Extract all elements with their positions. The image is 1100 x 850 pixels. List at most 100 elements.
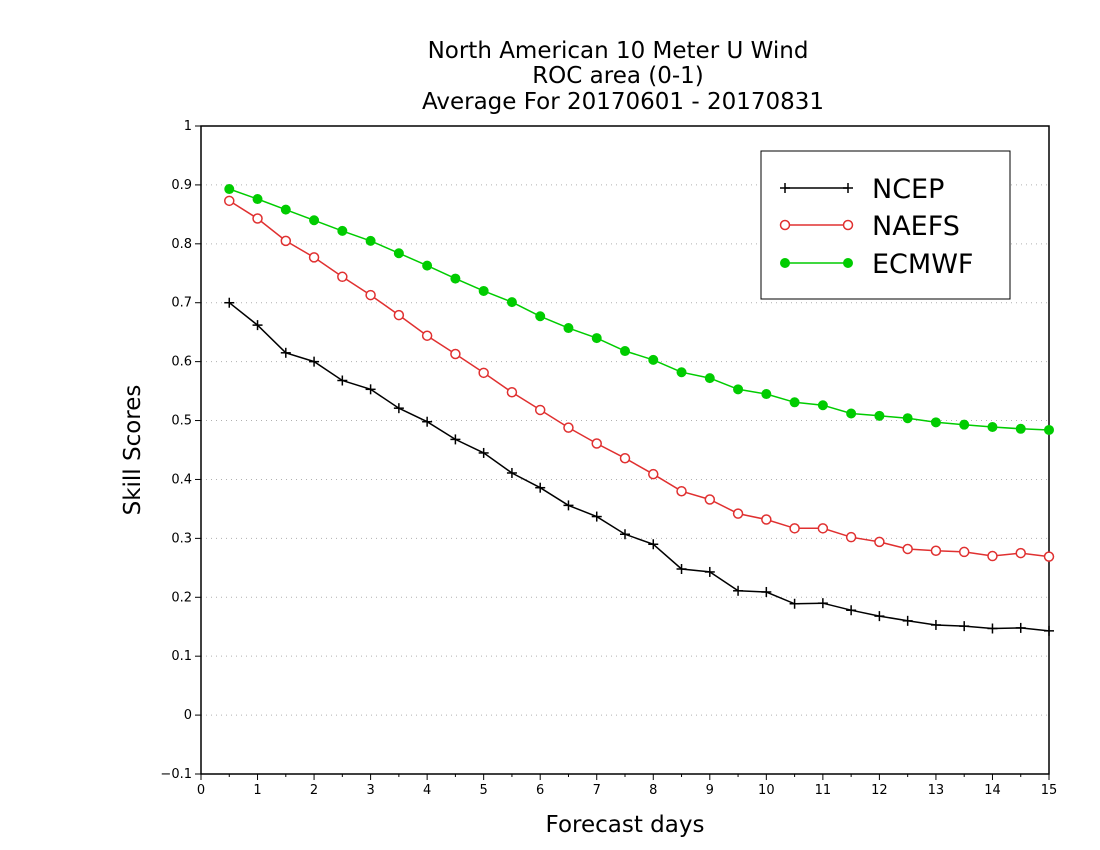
data-point [732, 508, 744, 519]
y-tick-label: 0.8 [171, 237, 192, 252]
data-point [563, 500, 574, 511]
data-point [874, 410, 885, 421]
data-point [337, 375, 348, 386]
data-point [704, 373, 715, 384]
y-tick-label: 0.5 [171, 414, 192, 429]
data-point [620, 529, 630, 540]
chart-title-line-1: North American 10 Meter U Wind [428, 38, 809, 64]
legend-label: NCEP [872, 174, 944, 205]
y-tick-label: 0.2 [171, 590, 192, 605]
data-point [506, 467, 517, 478]
data-point [780, 183, 790, 193]
data-point [846, 605, 857, 616]
data-point [252, 320, 263, 331]
x-tick-label: 12 [871, 783, 888, 798]
data-point [959, 419, 970, 430]
data-point [1015, 622, 1026, 633]
data-point [846, 408, 857, 419]
data-point [817, 400, 828, 411]
data-point [789, 397, 800, 408]
data-point [337, 225, 348, 236]
data-point [843, 183, 853, 193]
data-point [676, 563, 687, 574]
data-point [930, 619, 941, 630]
chart-title-line-3: Average For 20170601 - 20170831 [422, 89, 824, 115]
data-point [780, 258, 790, 268]
data-point [845, 531, 857, 543]
data-point [817, 598, 828, 609]
data-point [535, 482, 546, 493]
x-tick-label: 8 [649, 783, 657, 798]
data-point [309, 215, 320, 226]
data-point [365, 384, 376, 395]
data-point [789, 523, 800, 534]
data-point [224, 184, 235, 195]
y-tick-label: 0.4 [171, 472, 192, 487]
x-tick-label: 13 [928, 783, 945, 798]
series-naefs [224, 195, 1055, 562]
data-point [1043, 551, 1055, 562]
series-ecmwf [224, 184, 1054, 435]
data-point [987, 550, 998, 562]
data-point [930, 545, 942, 556]
x-tick-label: 11 [815, 783, 832, 798]
y-tick-label: 0.9 [171, 178, 192, 193]
legend-item-ecmwf: ECMWF [780, 249, 973, 280]
data-point [252, 213, 263, 224]
data-point [308, 252, 320, 263]
data-point [902, 413, 913, 424]
data-point [421, 330, 433, 341]
data-point [704, 566, 715, 577]
data-point [450, 273, 461, 284]
data-point [224, 195, 235, 207]
x-tick-label: 6 [536, 783, 544, 798]
data-point [733, 384, 744, 395]
legend: NCEP NAEFS ECMWF [760, 150, 1011, 300]
data-point [704, 494, 716, 505]
data-point [930, 417, 941, 428]
y-tick-label: 0.1 [171, 649, 192, 664]
data-point [843, 258, 853, 268]
data-point [280, 235, 292, 247]
y-tick-label: 0.6 [171, 355, 192, 370]
y-axis-label: Skill Scores [120, 385, 146, 516]
x-tick-label: 15 [1041, 783, 1058, 798]
data-point [874, 536, 885, 548]
chart-title-line-2: ROC area (0-1) [532, 63, 704, 89]
data-point [648, 539, 659, 550]
x-tick-label: 7 [593, 783, 601, 798]
data-point [393, 248, 404, 259]
data-point [733, 585, 744, 596]
data-point [478, 447, 489, 458]
axis-ticks: −0.100.10.20.30.40.50.60.70.80.910 1 2 3 4 5 6… [160, 119, 1057, 798]
data-point [676, 367, 687, 378]
x-tick-label: 9 [706, 783, 714, 798]
x-tick-label: 5 [480, 783, 488, 798]
data-point [959, 621, 970, 632]
data-point [789, 598, 800, 609]
series-layer [224, 184, 1055, 636]
data-point [478, 285, 489, 296]
data-point [842, 219, 854, 231]
y-tick-label: −0.1 [160, 767, 192, 782]
data-point [450, 348, 461, 360]
data-point [1015, 547, 1026, 559]
x-tick-label: 3 [366, 783, 374, 798]
data-point [987, 422, 998, 433]
data-point [365, 235, 376, 246]
data-point [422, 416, 433, 427]
data-point [534, 404, 546, 416]
x-tick-label: 0 [197, 783, 205, 798]
data-point [902, 615, 913, 626]
legend-item-naefs: NAEFS [779, 211, 960, 242]
data-point [337, 271, 348, 283]
x-tick-label: 2 [310, 783, 318, 798]
data-point [478, 367, 489, 379]
legend-label: ECMWF [872, 249, 973, 280]
x-tick-label: 10 [758, 783, 775, 798]
data-point [1044, 424, 1054, 435]
data-point [761, 514, 772, 525]
data-point [252, 194, 263, 205]
data-point [393, 309, 405, 321]
